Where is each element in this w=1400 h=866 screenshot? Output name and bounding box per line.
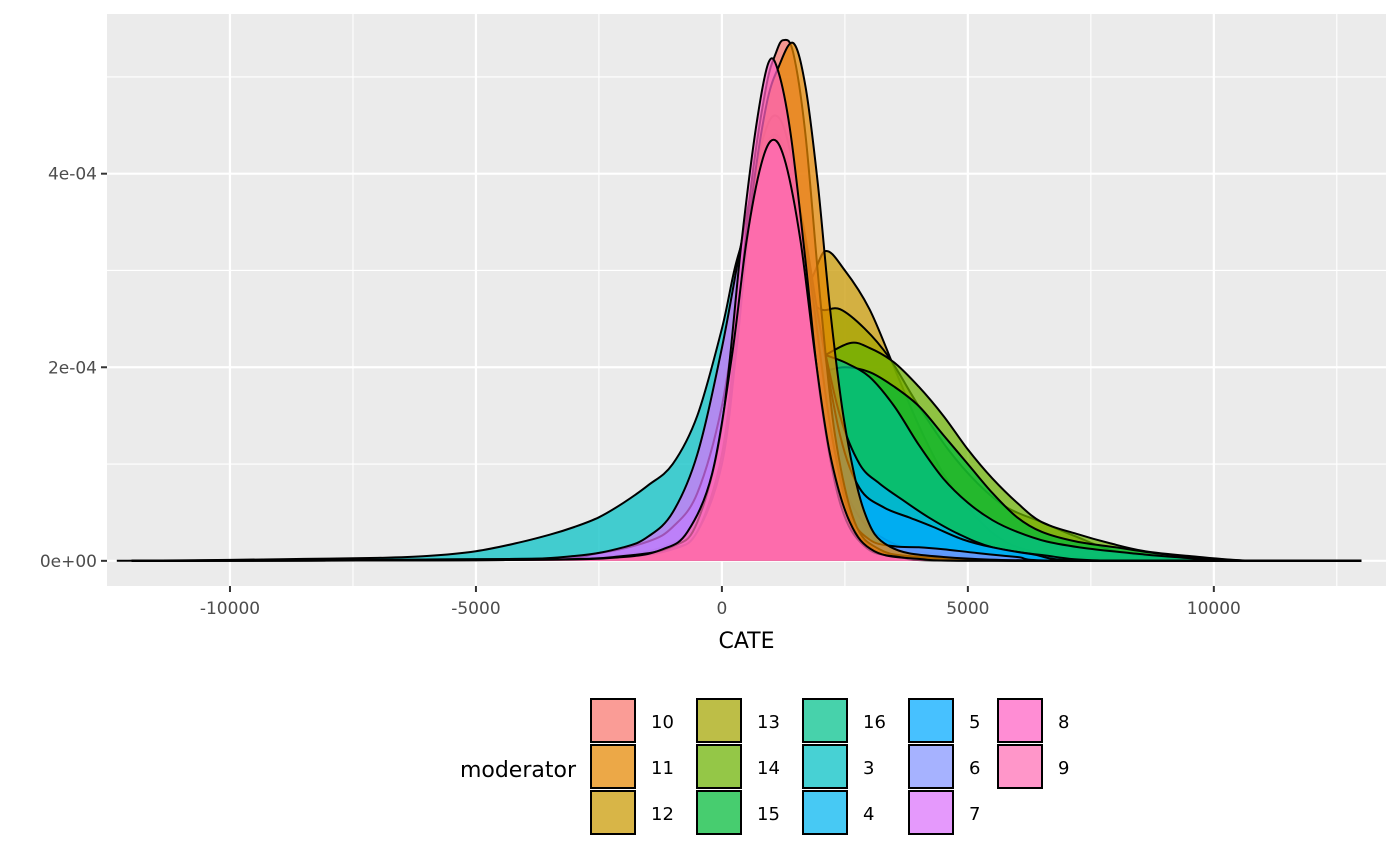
legend-key-8 — [997, 698, 1043, 743]
legend-label-14: 14 — [757, 758, 780, 779]
legend-label-5: 5 — [969, 712, 980, 733]
legend-key-15 — [696, 790, 742, 835]
legend-key-12 — [590, 790, 636, 835]
legend-key-14 — [696, 744, 742, 789]
x-axis-title: CATE — [718, 629, 774, 654]
y-tick-label: 4e-04 — [48, 165, 97, 185]
density-area-9 — [131, 139, 1362, 561]
legend-label-11: 11 — [651, 758, 674, 779]
axes: -10000 -5000 0 5000 10000 0e+00 2e-04 4e-04 — [40, 165, 1241, 619]
legend-key-4 — [802, 790, 848, 835]
x-tick-label: 0 — [716, 599, 727, 619]
legend-label-16: 16 — [863, 712, 886, 733]
legend: moderator 10 11 12 13 14 15 16 3 4 5 6 7 8 9 — [460, 698, 1069, 835]
legend-label-12: 12 — [651, 804, 674, 825]
x-tick-label: 5000 — [946, 599, 989, 619]
legend-key-11 — [590, 744, 636, 789]
density-outline-9 — [131, 138, 1362, 562]
legend-label-4: 4 — [863, 804, 874, 825]
legend-key-5 — [908, 698, 954, 743]
legend-label-8: 8 — [1058, 712, 1069, 733]
x-tick-label: -10000 — [200, 599, 260, 619]
density-areas — [116, 38, 1362, 562]
legend-label-3: 3 — [863, 758, 874, 779]
legend-title: moderator — [460, 758, 577, 783]
legend-key-9 — [997, 744, 1043, 789]
legend-key-13 — [696, 698, 742, 743]
legend-label-9: 9 — [1058, 758, 1069, 779]
y-tick-label: 2e-04 — [48, 358, 97, 378]
legend-key-16 — [802, 698, 848, 743]
legend-key-6 — [908, 744, 954, 789]
legend-label-13: 13 — [757, 712, 780, 733]
legend-key-3 — [802, 744, 848, 789]
legend-label-6: 6 — [969, 758, 980, 779]
legend-label-7: 7 — [969, 804, 980, 825]
legend-label-15: 15 — [757, 804, 780, 825]
x-tick-label: -5000 — [451, 599, 500, 619]
y-tick-label: 0e+00 — [40, 552, 97, 572]
legend-key-7 — [908, 790, 954, 835]
x-tick-label: 10000 — [1187, 599, 1241, 619]
legend-key-10 — [590, 698, 636, 743]
legend-label-10: 10 — [651, 712, 674, 733]
